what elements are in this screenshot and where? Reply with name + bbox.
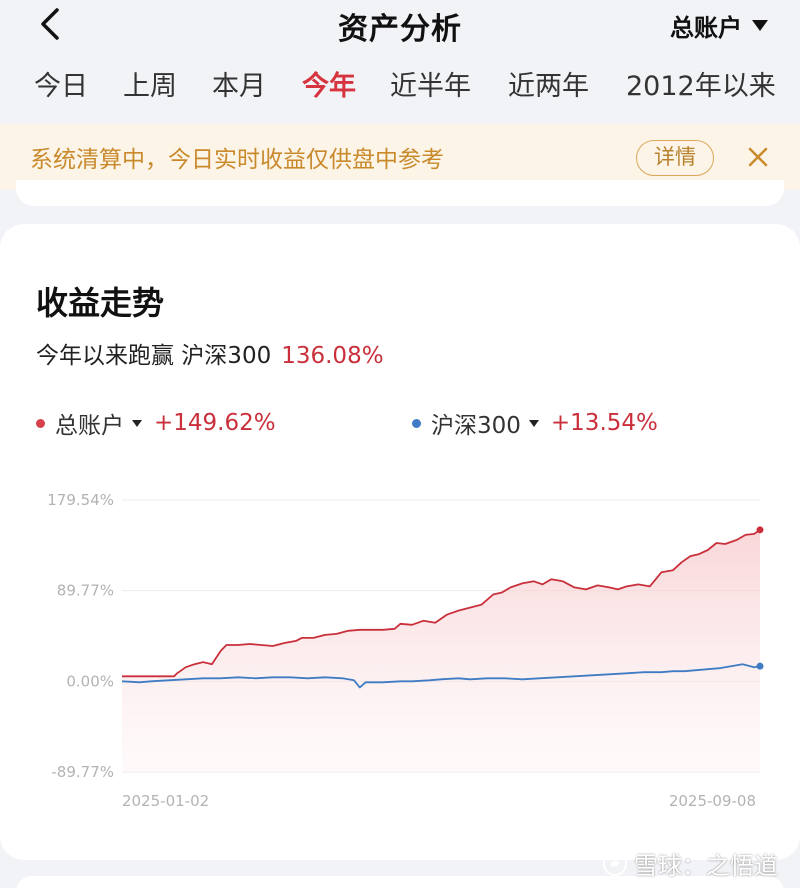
legend-csi300-label: 沪深300	[431, 413, 521, 439]
period-tabs: 今日 上周 本月 今年 近半年 近两年 2012年以来	[0, 64, 800, 110]
legend-csi300-value: +13.54%	[550, 410, 658, 436]
notice-detail-button[interactable]: 详情	[636, 140, 714, 176]
next-card-edge	[16, 876, 784, 888]
notice-text: 系统清算中，今日实时收益仅供盘中参考	[30, 147, 444, 173]
x-tick-label: 2025-09-08	[669, 792, 756, 810]
tab-this-month[interactable]: 本月	[212, 71, 266, 102]
outperform-text: 今年以来跑赢 沪深300	[36, 343, 272, 369]
account-selector-label: 总账户	[670, 14, 742, 42]
series-area-0	[122, 529, 760, 772]
account-selector[interactable]: 总账户	[670, 8, 768, 43]
y-tick-label: 0.00%	[66, 672, 114, 690]
tab-today[interactable]: 今日	[34, 71, 88, 102]
tab-since-2012[interactable]: 2012年以来	[626, 71, 776, 102]
back-button[interactable]	[30, 4, 70, 44]
close-icon	[748, 147, 768, 167]
series-end-point-0	[756, 526, 764, 534]
legend-dot-icon	[36, 418, 45, 428]
series-line-0	[122, 529, 761, 678]
previous-card-edge	[16, 180, 784, 206]
page-title: 资产分析	[338, 12, 462, 47]
watermark-text: 雪球：之悟道	[634, 852, 778, 880]
tab-two-years[interactable]: 近两年	[508, 71, 589, 102]
outperform-summary: 今年以来跑赢 沪深300 136.08%	[36, 336, 384, 370]
x-tick-label: 2025-01-02	[122, 792, 209, 810]
return-trend-card: 收益走势 今年以来跑赢 沪深300 136.08% 总账户 +149.62% 沪深…	[0, 224, 800, 860]
outperform-value: 136.08%	[281, 343, 384, 369]
legend-total-account-label: 总账户	[55, 413, 124, 439]
legend-csi300[interactable]: 沪深300 +13.54%	[412, 406, 658, 440]
xueqiu-logo-icon	[603, 851, 627, 876]
legend-dot-icon	[412, 418, 421, 428]
notice-close-button[interactable]	[744, 143, 772, 171]
series-line-1	[121, 663, 761, 689]
return-trend-chart[interactable]: 179.54% 89.77% 0.00% -89.77% 2025-01-02 2025-…	[0, 224, 800, 860]
top-navigation-bar: 资产分析 总账户	[0, 0, 800, 47]
tab-this-year[interactable]: 今年	[302, 71, 356, 102]
series-end-point-1	[756, 662, 764, 670]
watermark: 雪球：之悟道	[602, 846, 778, 881]
y-tick-label: 89.77%	[57, 582, 114, 600]
y-tick-label: -89.77%	[51, 763, 114, 781]
legend-total-account-value: +149.62%	[154, 410, 276, 436]
legend-total-account[interactable]: 总账户 +149.62%	[36, 406, 276, 440]
caret-down-icon	[752, 20, 768, 31]
tab-half-year[interactable]: 近半年	[390, 71, 471, 102]
y-tick-label: 179.54%	[47, 491, 114, 509]
caret-down-icon	[132, 419, 142, 427]
card-title: 收益走势	[36, 284, 165, 322]
chevron-left-icon	[41, 8, 59, 40]
caret-down-icon	[528, 419, 539, 427]
tab-last-week[interactable]: 上周	[123, 71, 177, 102]
